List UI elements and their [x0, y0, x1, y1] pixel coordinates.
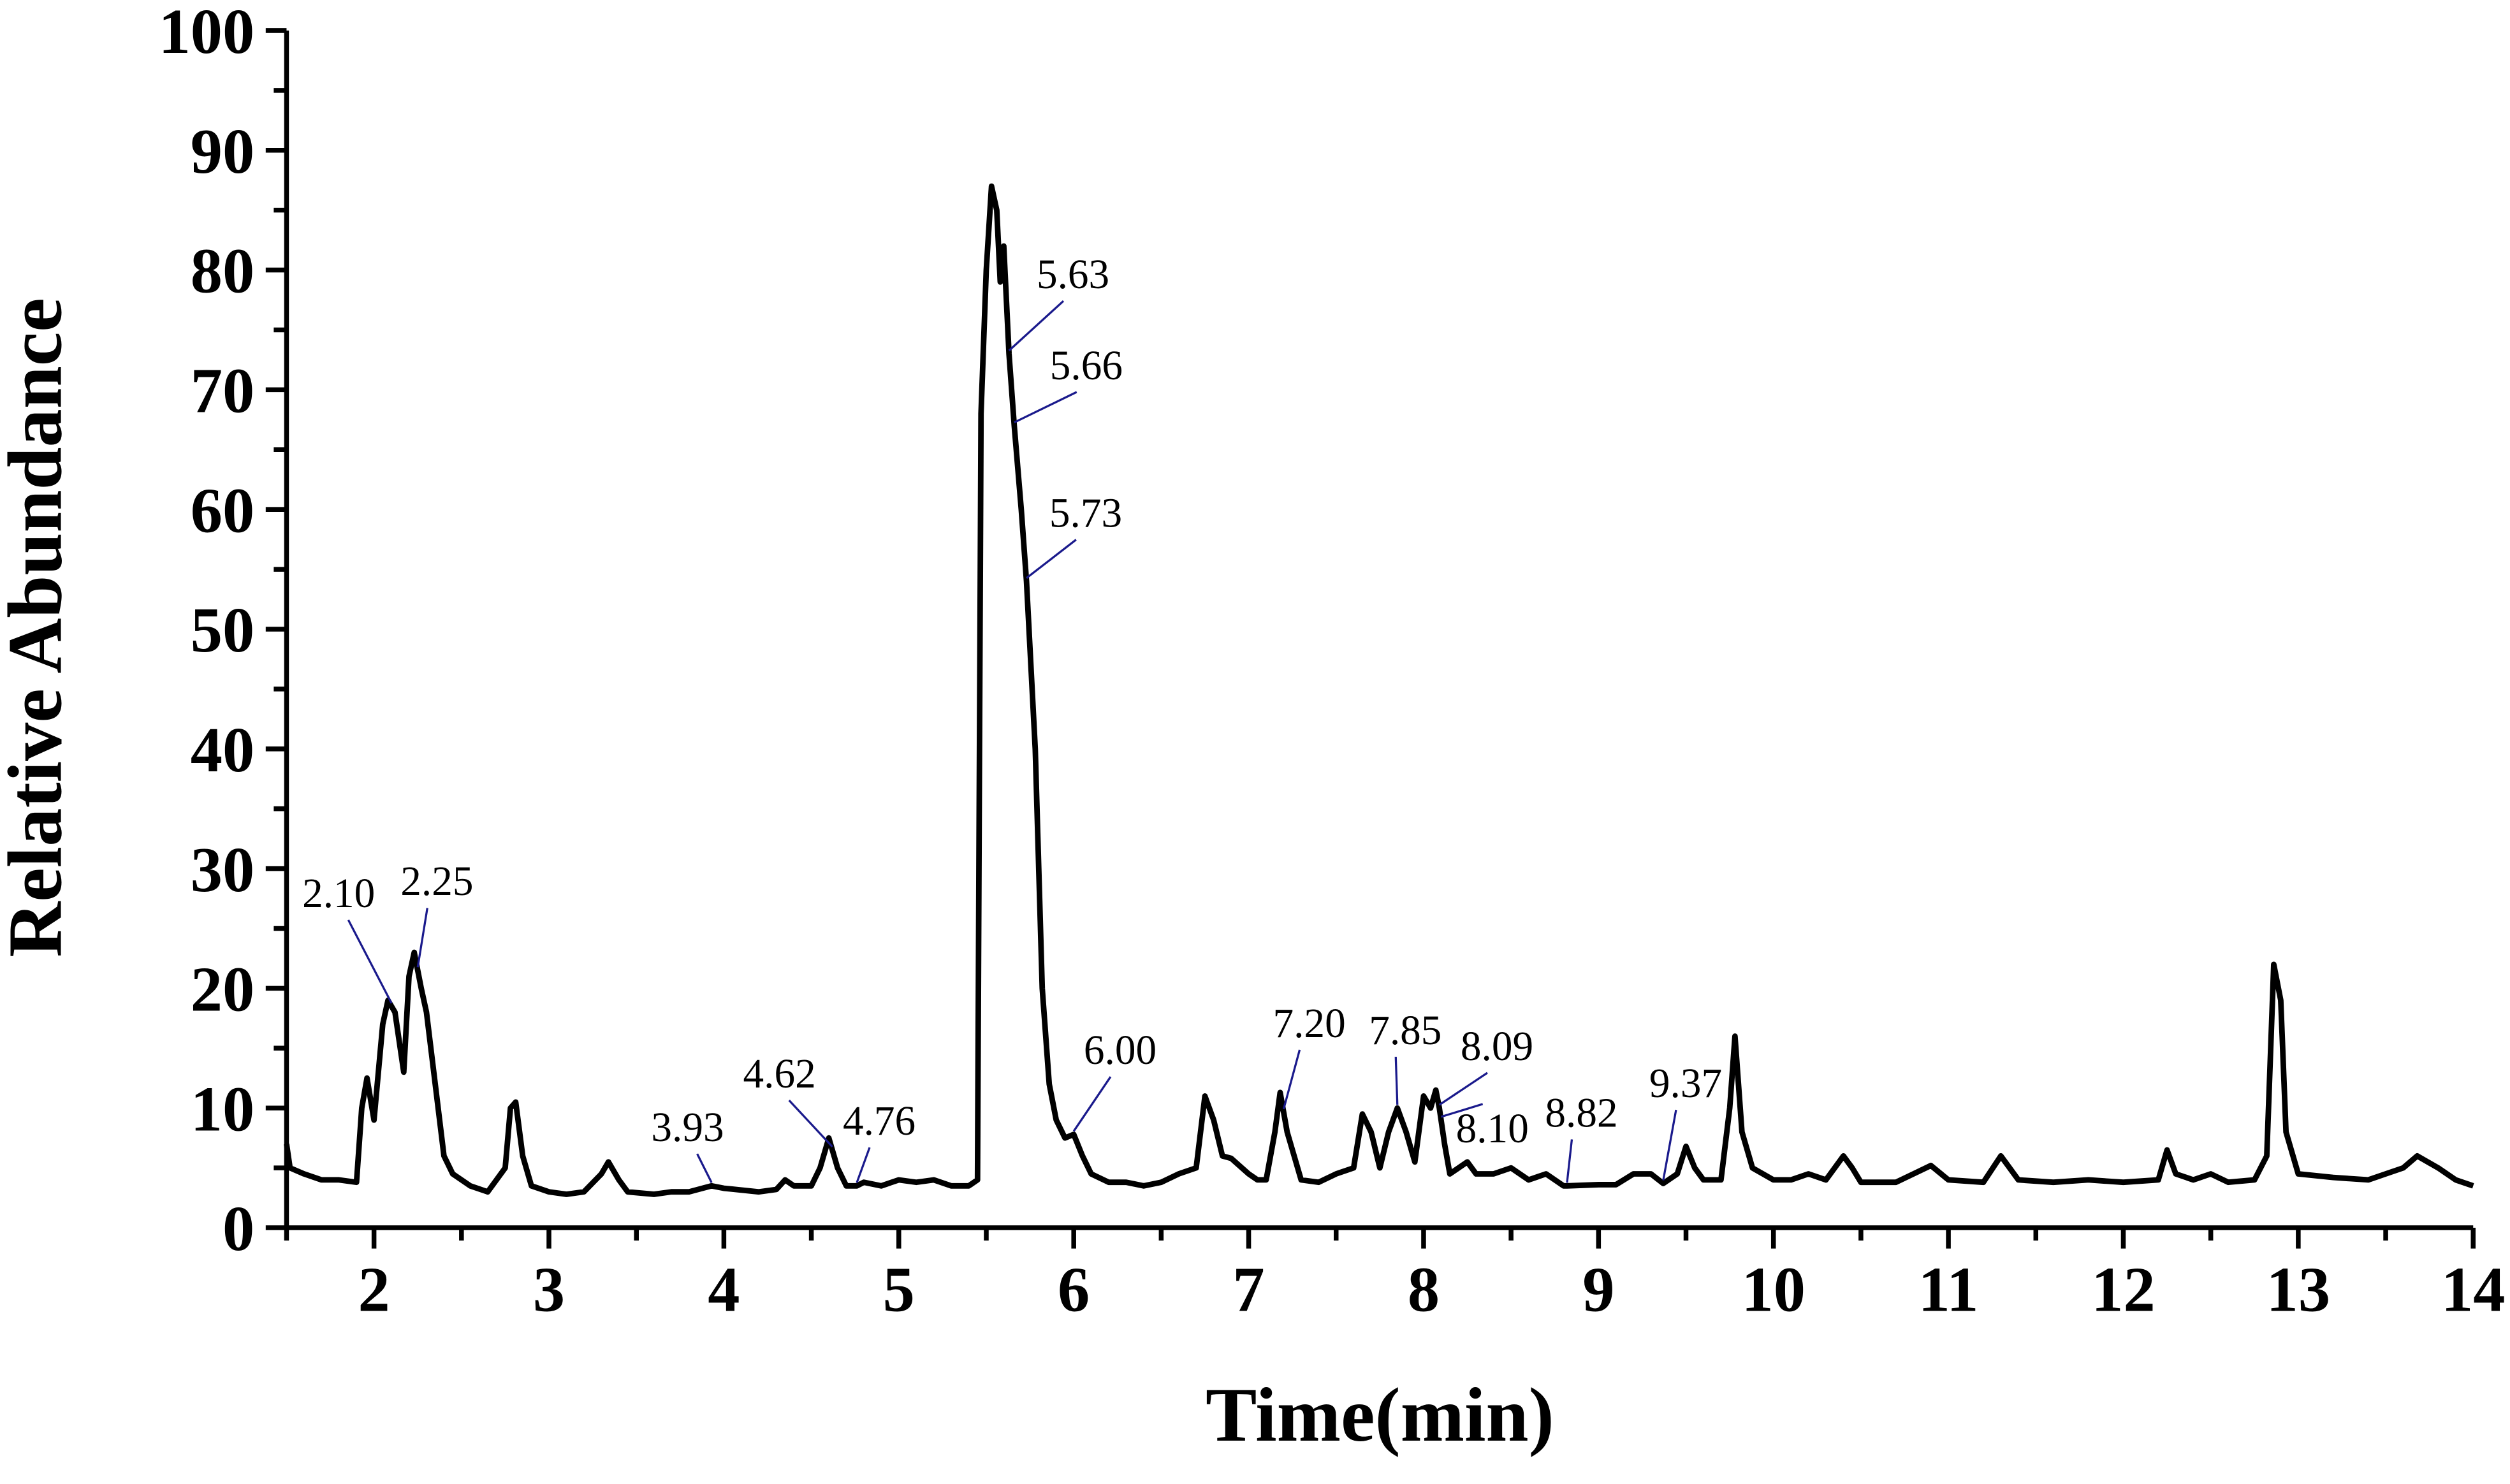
- annotation-leader: [347, 919, 393, 1004]
- y-tick-label: 50: [191, 595, 254, 666]
- y-tick-label: 80: [191, 236, 254, 307]
- y-tick-label: 90: [191, 116, 254, 187]
- annotation-label: 3.93: [651, 1105, 724, 1151]
- y-tick-label: 20: [191, 954, 254, 1025]
- annotation-label: 5.63: [1037, 252, 1109, 298]
- y-tick-label: 30: [191, 834, 254, 905]
- x-tick-label: 7: [1232, 1255, 1264, 1325]
- annotation-leader: [416, 908, 428, 968]
- y-tick-label: 0: [223, 1193, 254, 1264]
- y-tick-label: 100: [159, 0, 255, 67]
- annotation-leader: [1438, 1072, 1488, 1106]
- x-tick-label: 12: [2091, 1255, 2155, 1325]
- y-tick-label: 60: [191, 475, 254, 546]
- annotation-leader: [1282, 1049, 1301, 1110]
- x-tick-label: 3: [533, 1255, 565, 1325]
- x-axis-title: Time(min): [1206, 1373, 1554, 1458]
- annotation-label: 2.10: [302, 871, 375, 917]
- annotation-leader: [1072, 1076, 1112, 1132]
- annotation-leader: [1440, 1103, 1484, 1118]
- x-tick-label: 2: [358, 1255, 390, 1325]
- x-tick-label: 14: [2441, 1255, 2505, 1325]
- annotation-label: 2.25: [400, 859, 473, 905]
- annotation-label: 6.00: [1084, 1028, 1156, 1073]
- y-tick-label: 40: [191, 715, 254, 785]
- x-tick-label: 8: [1408, 1255, 1440, 1325]
- annotation-leader: [1662, 1109, 1677, 1181]
- x-tick-label: 13: [2266, 1255, 2330, 1325]
- annotation-label: 7.20: [1273, 1001, 1345, 1047]
- annotation-label: 8.09: [1461, 1024, 1533, 1070]
- x-tick-label: 11: [1918, 1255, 1979, 1325]
- trace: [284, 183, 2474, 1197]
- annotation-label: 7.85: [1369, 1008, 1441, 1054]
- y-axis-title: Relative Abundance: [0, 298, 78, 957]
- annotation-label: 8.82: [1545, 1090, 1617, 1136]
- x-tick-label: 10: [1742, 1255, 1806, 1325]
- annotation-leader: [1394, 1056, 1399, 1105]
- annotation-leader: [1014, 391, 1077, 424]
- x-tick-label: 5: [883, 1255, 915, 1325]
- annotation-label: 5.73: [1049, 490, 1122, 536]
- annotation-label: 5.66: [1050, 343, 1123, 389]
- y-tick-label: 70: [191, 356, 254, 426]
- annotation-leader: [696, 1153, 713, 1184]
- annotation-leader: [1026, 539, 1077, 579]
- annotation-label: 4.62: [743, 1051, 816, 1097]
- annotation-leader: [856, 1147, 871, 1183]
- y-tick-label: 10: [191, 1073, 254, 1144]
- annotation-leader: [788, 1100, 833, 1148]
- annotation-leader: [1008, 300, 1065, 352]
- annotation-label: 8.10: [1456, 1106, 1529, 1152]
- annotation-label: 4.76: [843, 1098, 916, 1144]
- annotation-label: 9.37: [1649, 1061, 1722, 1107]
- x-tick-label: 6: [1058, 1255, 1090, 1325]
- annotation-leader: [1566, 1139, 1573, 1183]
- x-tick-label: 4: [708, 1255, 740, 1325]
- x-tick-label: 9: [1582, 1255, 1614, 1325]
